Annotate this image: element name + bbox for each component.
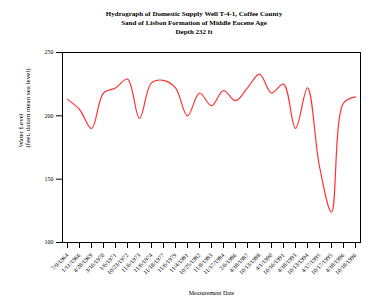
svg-text:100: 100 bbox=[45, 239, 54, 245]
svg-text:1/11/1966: 1/11/1966 bbox=[60, 252, 82, 274]
svg-text:10/18/1996: 10/18/1996 bbox=[334, 252, 358, 276]
svg-text:10/16/1991: 10/16/1991 bbox=[262, 252, 286, 276]
svg-text:4/17/1995: 4/17/1995 bbox=[300, 252, 322, 274]
svg-text:7/9/1964: 7/9/1964 bbox=[50, 252, 70, 272]
svg-text:11/8/1983: 11/8/1983 bbox=[192, 252, 214, 274]
svg-text:4/1/1990: 4/1/1990 bbox=[254, 252, 274, 272]
svg-text:11/17/1984: 11/17/1984 bbox=[202, 252, 226, 276]
svg-text:10/25/1982: 10/25/1982 bbox=[178, 252, 202, 276]
svg-text:1/6/1971: 1/6/1971 bbox=[98, 252, 118, 272]
svg-text:4/18/1996: 4/18/1996 bbox=[324, 252, 346, 274]
html-text:Depth 232 ft: Depth 232 ft bbox=[175, 28, 213, 36]
svg-text:Measurement Date: Measurement Date bbox=[189, 290, 235, 296]
html-text:Hydrograph of Domestic Supply: Hydrograph of Domestic Supply Well T-4-1… bbox=[105, 10, 283, 18]
svg-text:150: 150 bbox=[45, 176, 54, 182]
svg-text:4/18/1993: 4/18/1993 bbox=[276, 252, 298, 274]
svg-text:11/18/1977: 11/18/1977 bbox=[142, 252, 166, 276]
svg-text:10/13/1988: 10/13/1988 bbox=[238, 252, 262, 276]
svg-text:10/13/1994: 10/13/1994 bbox=[286, 252, 310, 276]
svg-text:Water Level(feet, datum mean s: Water Level(feet, datum mean sea level) bbox=[17, 68, 32, 148]
svg-text:11/4/1981: 11/4/1981 bbox=[168, 252, 190, 274]
html-text:Sand of Lisbon Formation of Mi: Sand of Lisbon Formation of Middle Eocen… bbox=[121, 19, 267, 27]
svg-text:10/17/1995: 10/17/1995 bbox=[310, 252, 334, 276]
svg-text:4/18/1987: 4/18/1987 bbox=[228, 252, 250, 274]
svg-text:11/6/1973: 11/6/1973 bbox=[120, 252, 142, 274]
svg-text:2/6/1986: 2/6/1986 bbox=[218, 252, 238, 272]
svg-text:11/6/1974: 11/6/1974 bbox=[132, 252, 154, 274]
svg-text:11/6/1979: 11/6/1979 bbox=[156, 252, 178, 274]
svg-text:200: 200 bbox=[45, 113, 54, 119]
svg-text:4/28/1969: 4/28/1969 bbox=[72, 252, 94, 274]
svg-text:250: 250 bbox=[45, 49, 54, 55]
svg-text:10/23/1972: 10/23/1972 bbox=[106, 252, 130, 276]
svg-text:3/16/1970: 3/16/1970 bbox=[84, 252, 106, 274]
